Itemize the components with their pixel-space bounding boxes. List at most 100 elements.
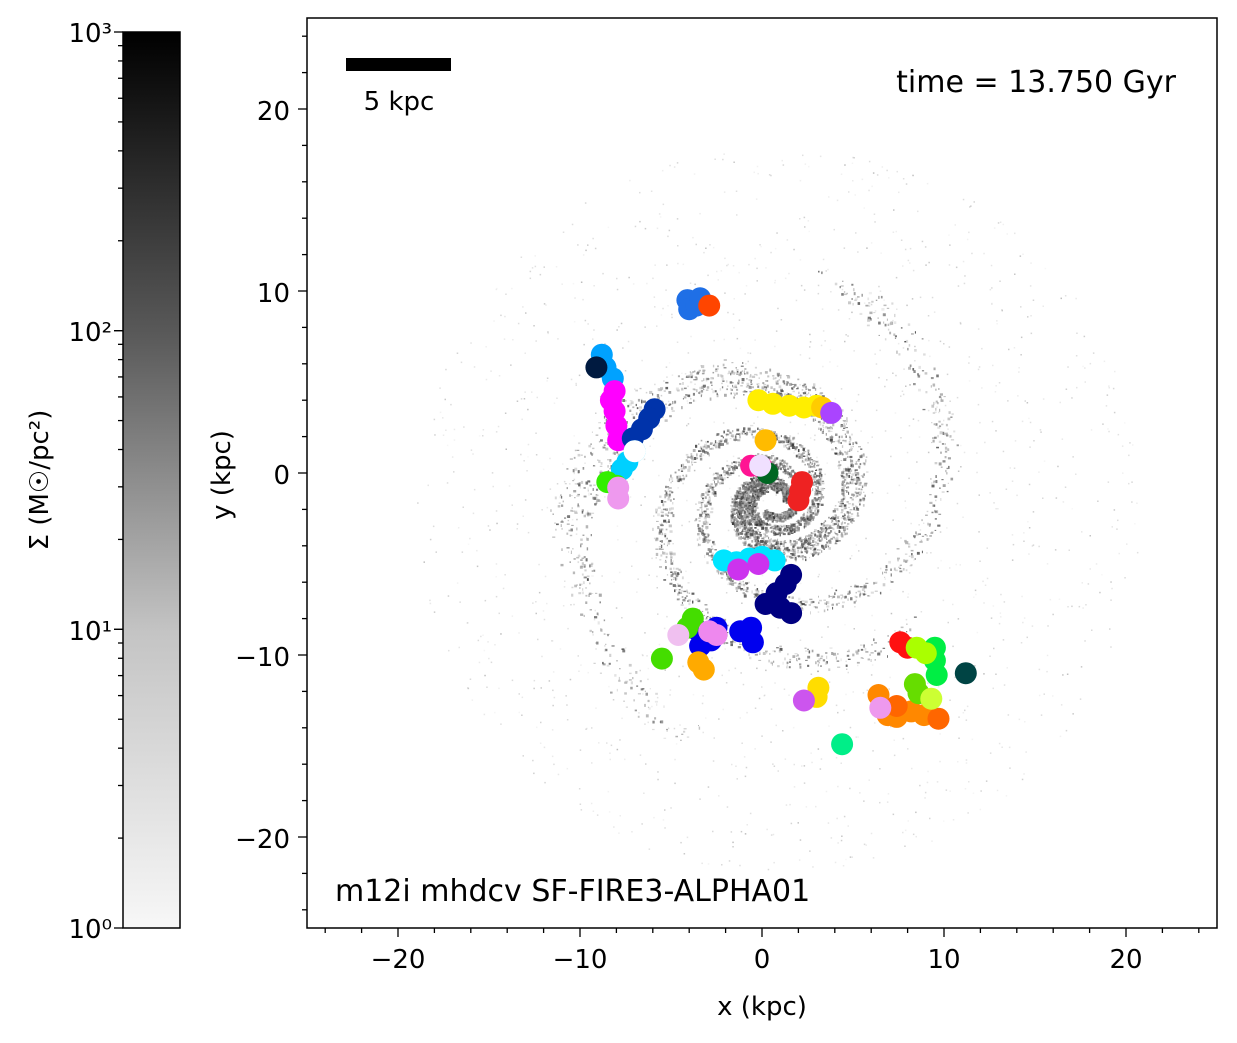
density-pixel <box>566 468 569 470</box>
density-pixel <box>753 519 755 521</box>
density-pixel <box>830 517 832 520</box>
density-pixel <box>764 491 766 495</box>
density-pixel <box>698 517 701 519</box>
density-pixel <box>775 464 778 468</box>
density-pixel <box>745 588 748 592</box>
density-pixel <box>761 492 764 496</box>
density-pixel <box>674 471 677 474</box>
density-pixel <box>833 518 836 520</box>
density-pixel <box>662 551 666 555</box>
density-pixel <box>696 509 700 511</box>
density-pixel <box>757 594 760 596</box>
density-pixel <box>781 460 783 462</box>
density-pixel <box>812 545 815 548</box>
density-pixel <box>792 512 795 514</box>
density-pixel <box>749 527 753 529</box>
density-pixel <box>579 482 581 486</box>
density-pixel <box>823 422 825 424</box>
density-pixel <box>925 514 928 516</box>
density-pixel <box>579 485 581 489</box>
density-pixel <box>944 443 946 446</box>
density-pixel <box>926 535 928 537</box>
density-pixel <box>705 521 708 523</box>
density-pixel <box>739 492 741 494</box>
density-pixel <box>821 395 825 398</box>
density-pixel <box>867 658 870 661</box>
density-pixel <box>809 537 812 540</box>
density-pixel <box>820 657 823 660</box>
density-pixel <box>766 531 770 533</box>
density-pixel <box>693 379 697 381</box>
density-pixel <box>803 512 805 516</box>
density-pixel <box>907 543 911 545</box>
density-pixel <box>827 430 831 433</box>
density-pixel <box>754 499 756 502</box>
density-pixel <box>591 516 593 519</box>
density-pixel <box>666 514 668 516</box>
density-pixel <box>667 497 670 501</box>
density-pixel <box>783 528 787 531</box>
density-pixel <box>884 576 886 578</box>
density-pixel <box>764 509 766 513</box>
density-pixel <box>721 479 724 482</box>
density-pixel <box>763 485 766 488</box>
density-pixel <box>767 518 769 522</box>
density-pixel <box>762 486 766 489</box>
density-pixel <box>800 454 803 458</box>
density-pixel <box>873 582 877 584</box>
density-pixel <box>591 570 593 572</box>
density-pixel <box>784 437 788 440</box>
density-pixel <box>707 378 710 380</box>
density-pixel <box>809 394 812 396</box>
density-pixel <box>742 495 745 497</box>
density-pixel <box>830 436 834 439</box>
density-pixel <box>824 526 827 530</box>
density-pixel <box>873 312 876 314</box>
density-pixel <box>709 616 711 620</box>
density-pixel <box>750 492 753 494</box>
density-pixel <box>704 504 706 507</box>
density-pixel <box>845 420 848 423</box>
density-pixel <box>848 301 852 305</box>
density-pixel <box>772 431 776 433</box>
density-pixel <box>782 551 785 553</box>
density-pixel <box>884 323 887 327</box>
density-pixel <box>738 497 742 499</box>
density-pixel <box>866 324 870 327</box>
density-pixel <box>728 465 732 468</box>
density-pixel <box>831 597 834 599</box>
density-pixel <box>819 478 822 480</box>
density-pixel <box>804 463 806 466</box>
density-pixel <box>825 524 828 527</box>
density-pixel <box>692 388 696 391</box>
density-pixel <box>864 647 867 651</box>
density-pixel <box>756 498 760 501</box>
density-pixel <box>735 500 739 503</box>
density-pixel <box>817 504 819 508</box>
density-pixel <box>770 661 773 665</box>
density-pixel <box>830 442 832 444</box>
density-pixel <box>639 409 642 412</box>
density-pixel <box>678 591 681 594</box>
density-pixel <box>663 543 665 545</box>
density-pixel <box>573 471 575 475</box>
density-pixel <box>862 504 865 507</box>
density-pixel <box>887 641 890 643</box>
density-pixel <box>774 460 776 463</box>
density-pixel <box>786 444 790 446</box>
density-pixel <box>815 507 818 510</box>
density-pixel <box>571 524 574 526</box>
density-pixel <box>918 388 921 392</box>
density-pixel <box>735 386 738 388</box>
density-pixel <box>743 543 747 546</box>
density-pixel <box>707 488 710 492</box>
density-pixel <box>751 516 755 520</box>
density-pixel <box>672 552 676 556</box>
density-pixel <box>712 543 716 546</box>
density-pixel <box>938 440 942 443</box>
density-pixel <box>580 543 583 545</box>
density-pixel <box>782 549 785 551</box>
density-pixel <box>840 658 842 662</box>
density-pixel <box>738 521 741 525</box>
density-pixel <box>662 508 666 511</box>
